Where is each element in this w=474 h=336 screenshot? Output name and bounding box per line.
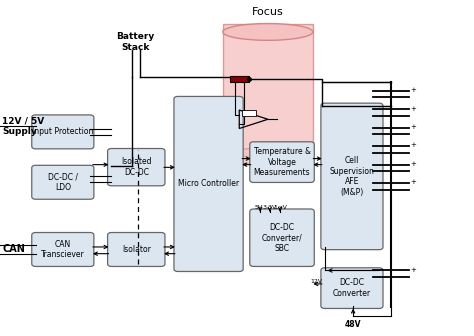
Text: Isolator: Isolator: [122, 245, 151, 254]
Text: 3.3V: 3.3V: [262, 205, 276, 210]
Text: Cell
Supervision
AFE
(M&P): Cell Supervision AFE (M&P): [329, 156, 374, 197]
Text: •: •: [389, 227, 393, 233]
Text: CAN: CAN: [2, 244, 25, 254]
Text: •: •: [389, 219, 393, 225]
Text: +: +: [410, 142, 416, 149]
Text: Micro Controller: Micro Controller: [178, 179, 239, 188]
FancyBboxPatch shape: [32, 115, 94, 149]
Text: +: +: [410, 106, 416, 112]
Text: Temperature &
Voltage
Measurements: Temperature & Voltage Measurements: [254, 147, 310, 177]
FancyBboxPatch shape: [174, 96, 243, 271]
Text: +: +: [410, 124, 416, 130]
Text: 5V: 5V: [255, 205, 263, 210]
FancyBboxPatch shape: [32, 233, 94, 266]
FancyBboxPatch shape: [108, 149, 165, 186]
FancyBboxPatch shape: [242, 110, 256, 116]
Text: Isolated
DC-DC: Isolated DC-DC: [121, 158, 152, 177]
Text: +: +: [410, 267, 416, 273]
Text: DC-DC /
LDO: DC-DC / LDO: [48, 173, 78, 192]
Text: 1.xV: 1.xV: [273, 205, 288, 210]
FancyBboxPatch shape: [108, 233, 165, 266]
Text: Input Protection: Input Protection: [32, 127, 93, 136]
Text: +: +: [410, 87, 416, 93]
FancyBboxPatch shape: [250, 142, 314, 182]
FancyBboxPatch shape: [230, 76, 249, 82]
Text: Focus: Focus: [252, 7, 283, 17]
FancyBboxPatch shape: [32, 165, 94, 199]
FancyBboxPatch shape: [321, 103, 383, 250]
Text: 12V / 5V
Supply: 12V / 5V Supply: [2, 116, 45, 136]
Text: Battery
Stack: Battery Stack: [116, 32, 154, 52]
FancyBboxPatch shape: [250, 209, 314, 266]
Text: CAN
Transciever: CAN Transciever: [41, 240, 85, 259]
Text: +: +: [410, 179, 416, 185]
Text: 12V: 12V: [310, 279, 323, 284]
Ellipse shape: [223, 24, 313, 40]
Text: DC-DC
Converter/
SBC: DC-DC Converter/ SBC: [262, 223, 302, 253]
Text: 48V: 48V: [345, 320, 361, 329]
FancyBboxPatch shape: [321, 268, 383, 308]
Text: •: •: [389, 210, 393, 216]
FancyBboxPatch shape: [223, 24, 313, 156]
Text: DC-DC
Converter: DC-DC Converter: [333, 279, 371, 298]
Ellipse shape: [223, 148, 313, 165]
Text: +: +: [410, 161, 416, 167]
